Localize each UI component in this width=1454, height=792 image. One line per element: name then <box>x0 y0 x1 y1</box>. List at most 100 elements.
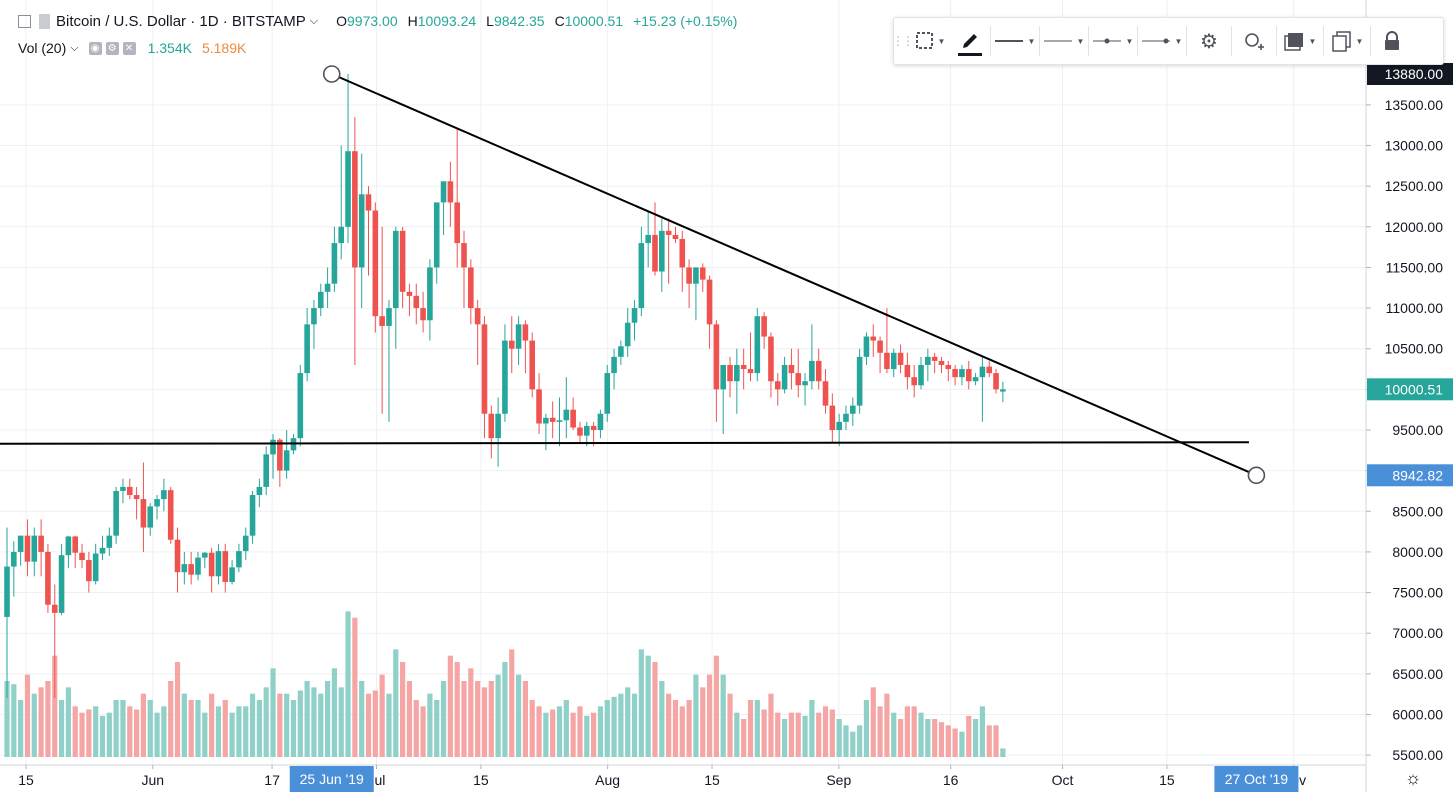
line-style-solid-icon[interactable]: ▼ <box>991 18 1039 64</box>
candle-body <box>570 409 576 428</box>
eye-icon[interactable]: ◉ <box>88 41 102 55</box>
select-rect-icon[interactable]: ▼ <box>910 18 950 64</box>
candle-body <box>747 369 754 374</box>
candle-body <box>11 551 17 567</box>
candle-body <box>263 454 269 487</box>
chart-settings-icon[interactable]: ☼ <box>1404 768 1422 788</box>
close-icon[interactable]: ✕ <box>122 41 136 55</box>
volume-bar <box>618 693 624 757</box>
volume-bar <box>857 725 863 757</box>
candle-body <box>502 340 508 414</box>
pencil-icon[interactable] <box>950 18 990 64</box>
volume-bar <box>270 668 276 757</box>
candle-body <box>781 364 788 390</box>
candle-body <box>802 381 808 386</box>
candle-body <box>154 499 160 507</box>
clone-icon[interactable] <box>1232 18 1276 64</box>
settings-icon[interactable]: ⚙ <box>105 41 119 55</box>
time-tick-label: Jun <box>141 772 164 788</box>
candle-body <box>113 490 119 536</box>
volume-bar <box>229 712 235 757</box>
clone-glyph <box>1245 33 1264 50</box>
candle-body <box>38 535 44 552</box>
volume-bar <box>904 706 910 757</box>
ohlc-open: O9973.00 <box>336 13 398 29</box>
volume-bar <box>447 655 453 757</box>
candle-body <box>986 366 993 374</box>
volume-bar <box>604 700 610 757</box>
time-tick-label: Oct <box>1052 772 1074 788</box>
candle-body <box>399 230 406 292</box>
candle-body <box>17 535 24 552</box>
candle-body <box>236 551 242 568</box>
candle-body <box>365 194 372 211</box>
candle-body <box>242 535 249 552</box>
line-style-thin-icon[interactable]: ▼ <box>1040 18 1088 64</box>
price-tick-label: 9500.00 <box>1392 422 1443 438</box>
candle-body <box>481 324 488 414</box>
collapse-legend-icon[interactable] <box>18 14 31 28</box>
chevron-down-icon[interactable]: ⌵ <box>309 14 319 27</box>
candle-body <box>652 234 658 272</box>
candle-body <box>856 356 863 406</box>
volume-bar <box>113 700 119 757</box>
copy-icon[interactable]: ▼ <box>1324 18 1370 64</box>
gear-icon[interactable]: ⚙ <box>1200 30 1218 53</box>
candle-body <box>631 308 638 323</box>
candle-body <box>202 552 208 558</box>
symbol-logo-icon <box>39 13 50 29</box>
volume-bar <box>932 719 938 757</box>
trendline-descending <box>331 73 1257 477</box>
volume-bar <box>93 706 99 757</box>
drag-handle-icon[interactable]: ⋮⋮ <box>892 34 914 48</box>
volume-bar <box>338 687 344 757</box>
ohlc-open-value: 9973.00 <box>347 13 398 29</box>
time-axis-marker-label: 25 Jun '19 <box>300 771 364 787</box>
ohlc-high-value: 10093.24 <box>417 13 477 29</box>
candle-body <box>24 535 31 562</box>
volume-bar <box>154 712 160 757</box>
ohlc-low-value: 9842.35 <box>493 13 545 29</box>
line-thin-glyph <box>1043 40 1072 42</box>
volume-bar <box>802 715 808 757</box>
candle-body <box>352 151 358 268</box>
volume-bar <box>393 649 399 757</box>
candle-body <box>126 486 133 496</box>
symbol-title[interactable]: Bitcoin / U.S. Dollar · 1D · BITSTAMP <box>56 12 306 30</box>
candle-body <box>740 364 747 370</box>
volume-bar <box>659 681 665 757</box>
line-end-dot-icon[interactable]: ▼ <box>1138 18 1186 64</box>
candle-body <box>4 566 10 617</box>
candle-body <box>679 238 686 268</box>
volume-title[interactable]: Vol (20) <box>18 40 67 56</box>
candle-body <box>229 567 235 582</box>
line-start-dot-icon[interactable]: ▼ <box>1089 18 1137 64</box>
volume-bar <box>256 700 262 757</box>
price-marker <box>1367 464 1453 487</box>
ohlc-close-value: 10000.51 <box>564 13 624 29</box>
candle-body <box>918 364 924 386</box>
volume-bar <box>754 700 760 757</box>
volume-bar <box>284 693 290 757</box>
volume-bar <box>99 715 106 757</box>
fill-icon[interactable]: ▼ <box>1277 18 1323 64</box>
volume-bar <box>86 709 92 757</box>
volume-bar <box>795 712 801 757</box>
volume-bar <box>502 662 508 757</box>
candle-body <box>993 373 999 390</box>
volume-bar <box>584 715 590 757</box>
volume-bar <box>768 693 774 757</box>
chevron-down-icon[interactable]: ⌵ <box>70 41 79 54</box>
candle-body <box>522 324 529 341</box>
volume-bar <box>727 693 733 757</box>
lock-icon[interactable] <box>1371 18 1413 64</box>
volume-bar <box>379 674 385 757</box>
time-tick-label: 15 <box>704 772 720 788</box>
volume-bar <box>365 693 372 757</box>
candle-body <box>529 340 536 390</box>
candles <box>4 74 1006 699</box>
time-axis-marker <box>289 766 374 792</box>
trendline-handle <box>322 65 341 83</box>
price-marker-label: 13880.00 <box>1385 66 1444 82</box>
